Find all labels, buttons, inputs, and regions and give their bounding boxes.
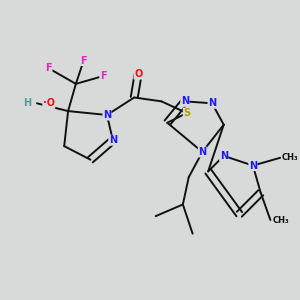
Text: N: N [220, 151, 228, 161]
Text: F: F [45, 63, 52, 73]
Text: CH₃: CH₃ [282, 153, 299, 162]
Text: H: H [23, 98, 31, 108]
Text: O: O [134, 69, 142, 79]
Text: F: F [80, 56, 87, 65]
Text: CH₃: CH₃ [272, 215, 289, 224]
Text: N: N [181, 96, 189, 106]
Text: ·O: ·O [43, 98, 55, 108]
Text: N: N [208, 98, 216, 108]
Text: F: F [100, 71, 106, 81]
Text: N: N [109, 135, 117, 145]
Text: N: N [249, 160, 257, 171]
Text: S: S [183, 108, 190, 118]
Text: N: N [103, 110, 111, 120]
Text: N: N [198, 147, 206, 157]
